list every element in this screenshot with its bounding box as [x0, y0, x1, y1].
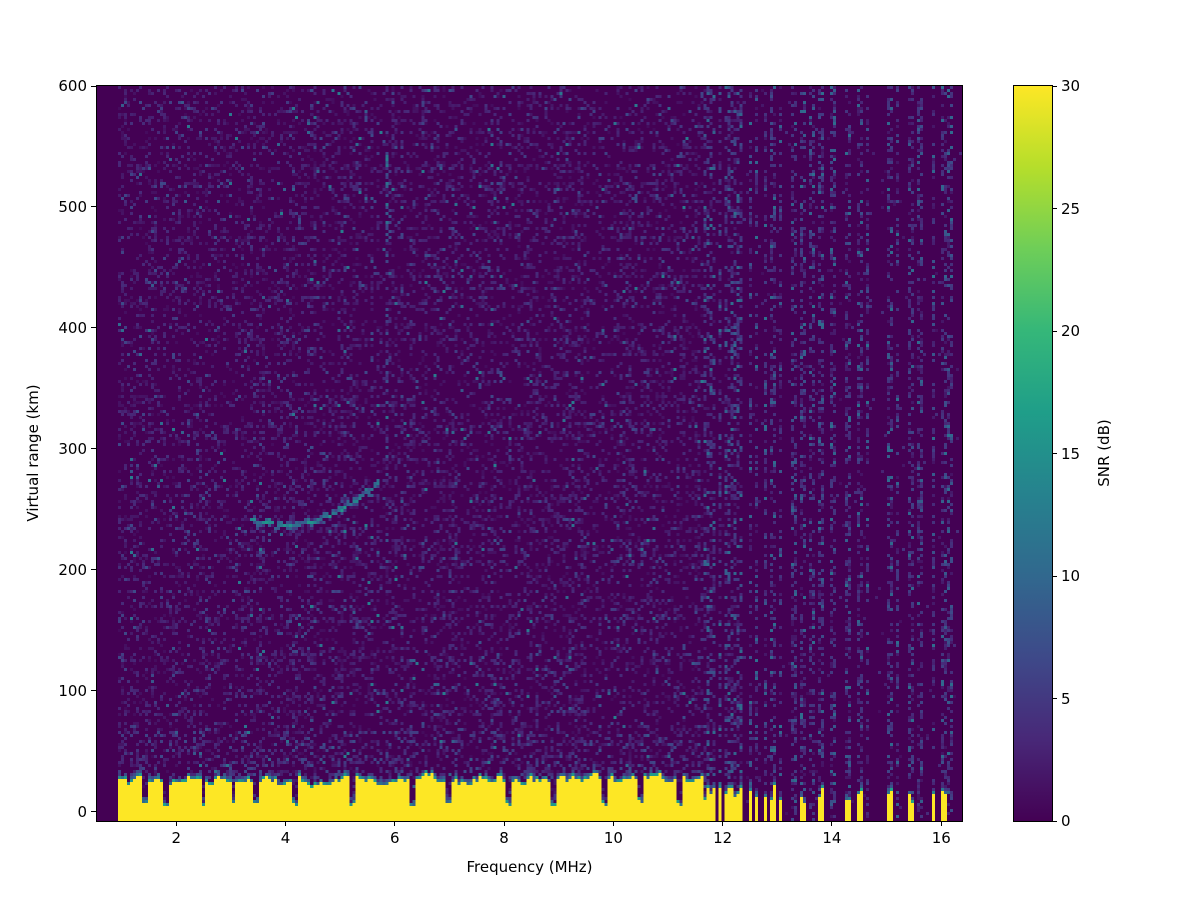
- colorbar-tick-label: 10: [1061, 567, 1081, 585]
- y-tick-label: 500: [58, 197, 87, 216]
- ionogram-heatmap-canvas: [97, 86, 962, 821]
- x-tick-mark: [175, 821, 177, 826]
- x-tick-mark: [940, 821, 942, 826]
- x-tick-label: 12: [713, 829, 733, 847]
- colorbar-tick-label: 5: [1061, 689, 1071, 708]
- x-axis-label: Frequency (MHz): [466, 858, 593, 876]
- x-tick-mark: [285, 821, 287, 826]
- colorbar-tick-label: 0: [1061, 812, 1071, 830]
- colorbar: 0 5 10 15 20 25 30: [1013, 77, 1080, 830]
- y-tick-label: 600: [58, 77, 87, 95]
- colorbar-tick-mark: [1052, 453, 1057, 454]
- y-axis-label: Virtual range (km): [24, 384, 42, 522]
- y-tick-label: 100: [58, 681, 87, 700]
- y-tick-label: 0: [77, 802, 87, 821]
- y-tick-label: 200: [58, 560, 87, 579]
- x-tick-label: 2: [171, 829, 181, 847]
- plot-area: 2 4 6 8 10 12 14 16 0 100 200 300 400 500 600: [58, 77, 963, 847]
- colorbar-tick-mark: [1052, 85, 1057, 87]
- y-tick-mark: [91, 569, 96, 571]
- colorbar-tick-label: 20: [1061, 322, 1081, 340]
- colorbar-tick-mark: [1052, 330, 1057, 332]
- colorbar-tick-mark: [1052, 820, 1057, 822]
- y-tick-mark: [91, 206, 96, 208]
- colorbar-tick-mark: [1052, 208, 1057, 209]
- x-tick-label: 8: [499, 829, 509, 847]
- y-tick-label: 400: [58, 318, 87, 337]
- colorbar-tick-label: 15: [1061, 444, 1081, 463]
- x-tick-mark: [722, 821, 724, 826]
- y-tick-mark: [91, 85, 96, 87]
- x-tick-label: 10: [603, 829, 623, 847]
- colorbar-label: SNR (dB): [1095, 419, 1113, 487]
- x-tick-mark: [394, 821, 396, 826]
- x-tick-label: 6: [390, 829, 400, 847]
- y-tick-mark: [91, 811, 96, 813]
- x-tick-mark: [503, 821, 505, 826]
- colorbar-tick-mark: [1052, 698, 1057, 699]
- colorbar-tick-label: 30: [1061, 77, 1081, 95]
- x-tick-label: 14: [822, 829, 842, 847]
- y-tick-label: 300: [58, 439, 87, 458]
- x-tick-label: 4: [280, 829, 291, 847]
- x-tick-mark: [612, 821, 614, 826]
- y-tick-mark: [91, 448, 96, 450]
- y-tick-mark: [91, 327, 96, 329]
- colorbar-tick-mark: [1052, 575, 1057, 577]
- x-tick-mark: [831, 821, 833, 826]
- x-tick-label: 16: [931, 829, 951, 847]
- colorbar-tick-label: 25: [1061, 199, 1081, 218]
- y-tick-mark: [91, 690, 96, 692]
